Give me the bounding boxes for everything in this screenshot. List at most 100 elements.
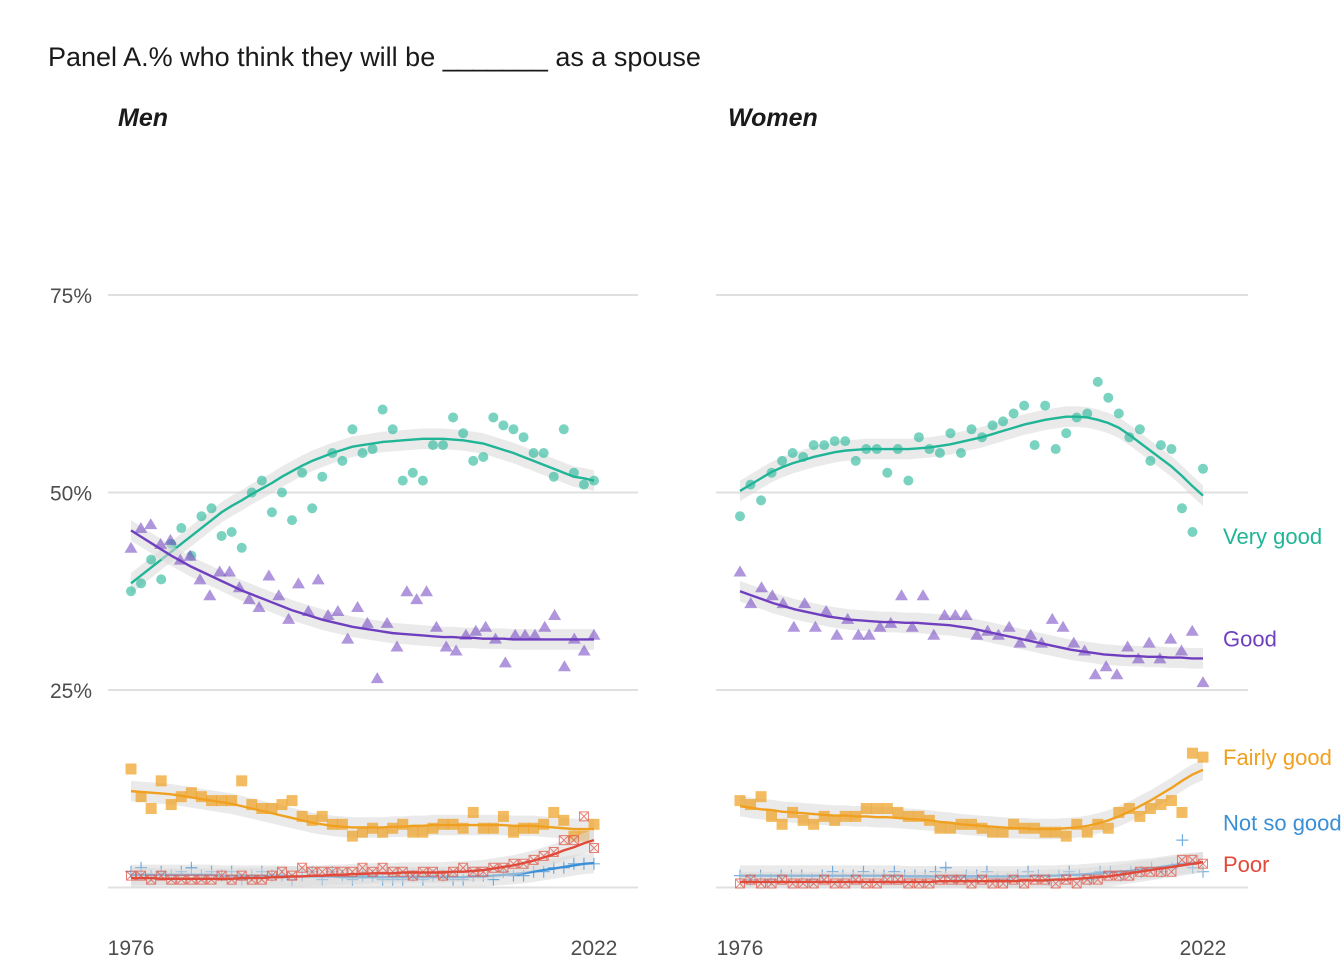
end-labels: Very good Good Fairly good Not so good Poor — [1223, 524, 1342, 877]
women-very-good-point — [924, 444, 935, 455]
men-good-point — [380, 616, 394, 628]
women-fairly-good-point — [1176, 806, 1188, 818]
women-very-good-point — [1029, 440, 1040, 451]
men-fairly-good-point — [185, 787, 197, 799]
men-good-point — [223, 565, 237, 577]
men-good-point — [341, 632, 355, 644]
women-fairly-good-point — [1060, 830, 1072, 842]
men-very-good-point — [538, 448, 549, 458]
men-fairly-good-point — [417, 826, 429, 838]
men-fairly-good-point — [528, 822, 540, 834]
women-good-point — [927, 628, 941, 640]
men-fairly-good-point — [266, 803, 278, 814]
women-fairly-good-point — [755, 791, 767, 803]
men-fairly-good-point — [195, 791, 207, 803]
men-very-good-point — [488, 412, 499, 423]
men-fairly-good-point — [145, 803, 157, 814]
women-poor-point — [787, 878, 798, 889]
women-poor-point — [1198, 858, 1208, 869]
women-series-fairly-good — [734, 747, 1209, 842]
men-good-point — [429, 620, 443, 632]
men-fairly-good-point — [276, 799, 288, 811]
men-very-good-point — [448, 412, 459, 423]
women-very-good-point — [819, 440, 830, 451]
men-fairly-good-point — [377, 826, 389, 838]
end-label-good: Good — [1223, 627, 1277, 652]
women-very-good-point — [966, 424, 977, 435]
men-good-point — [538, 620, 552, 632]
women-very-good-point — [787, 448, 798, 458]
men-good-point — [213, 565, 227, 577]
men-fairly-good-point — [387, 822, 399, 834]
women-fairly-good-point — [818, 810, 830, 822]
women-poor-point — [808, 878, 819, 889]
men-fairly-good-point — [155, 775, 167, 787]
men-good-point — [331, 605, 345, 616]
men-good-point — [557, 660, 571, 672]
women-very-good-point — [1019, 400, 1030, 411]
women-fairly-good-point — [1113, 806, 1125, 818]
women-very-good-point — [1113, 408, 1124, 419]
women-good-point — [916, 589, 930, 601]
women-fairly-good-point — [892, 806, 904, 818]
men-fairly-good-point — [397, 818, 409, 830]
men-fairly-good-point — [135, 791, 147, 803]
men-fairly-good-point — [518, 822, 530, 834]
women-very-good-trend-line — [739, 415, 1204, 497]
men-good-point — [242, 593, 256, 605]
women-good-point — [1099, 660, 1113, 672]
men-good-point — [351, 601, 365, 613]
men-fairly-good-point — [538, 818, 550, 830]
women-poor-point — [829, 878, 840, 889]
women-very-good-point — [1166, 444, 1177, 455]
men-good-point — [420, 585, 434, 597]
panel-women: Women 1976 2022 — [716, 104, 1248, 960]
women-poor-point — [798, 878, 809, 889]
women-fairly-good-point — [1186, 747, 1198, 759]
men-very-good-point — [287, 515, 298, 526]
women-fairly-good-point — [734, 795, 746, 807]
men-very-good-point — [367, 444, 378, 455]
women-not-so-good-point — [1176, 834, 1189, 847]
women-fairly-good-point — [976, 822, 988, 834]
women-poor-trend-line — [740, 861, 1204, 884]
men-poor-point — [589, 843, 599, 853]
men-very-good-point — [297, 467, 308, 478]
men-good-point — [183, 549, 197, 561]
men-poor-point — [297, 862, 308, 873]
women-good-point — [1142, 636, 1156, 648]
women-very-good-point — [1198, 463, 1208, 474]
men-good-point — [134, 522, 148, 534]
men-x-tick-label-1976: 1976 — [108, 937, 155, 960]
women-fairly-good-point — [871, 803, 883, 814]
men-fairly-good-point — [256, 803, 268, 814]
women-very-good-point — [934, 448, 945, 458]
women-very-good-point — [903, 475, 914, 486]
women-good-confidence-band — [740, 580, 1203, 669]
women-very-good-point — [1134, 424, 1145, 435]
men-very-good-point — [206, 503, 217, 514]
men-very-good-point — [357, 448, 368, 458]
men-poor-confidence-band — [131, 829, 594, 888]
men-good-point — [203, 589, 217, 601]
men-poor-point — [558, 835, 569, 846]
men-fairly-good-point — [296, 810, 308, 822]
women-poor-point — [840, 878, 851, 889]
women-fairly-good-point — [1071, 818, 1083, 830]
men-good-point — [548, 608, 562, 620]
women-good-point — [959, 608, 973, 620]
women-series-good — [733, 565, 1210, 688]
men-very-good-point — [508, 424, 519, 435]
men-good-point — [193, 573, 207, 585]
women-very-good-point — [1061, 428, 1072, 439]
men-very-good-point — [126, 586, 136, 597]
women-very-good-point — [756, 495, 767, 506]
men-very-good-point — [558, 424, 569, 435]
men-very-good-point — [407, 467, 418, 478]
women-fairly-good-point — [1165, 795, 1177, 807]
women-good-point — [948, 608, 962, 620]
men-good-point — [469, 624, 483, 636]
men-fairly-good-point — [568, 830, 580, 842]
men-fairly-good-point — [286, 795, 298, 807]
women-very-good-point — [1092, 376, 1103, 387]
